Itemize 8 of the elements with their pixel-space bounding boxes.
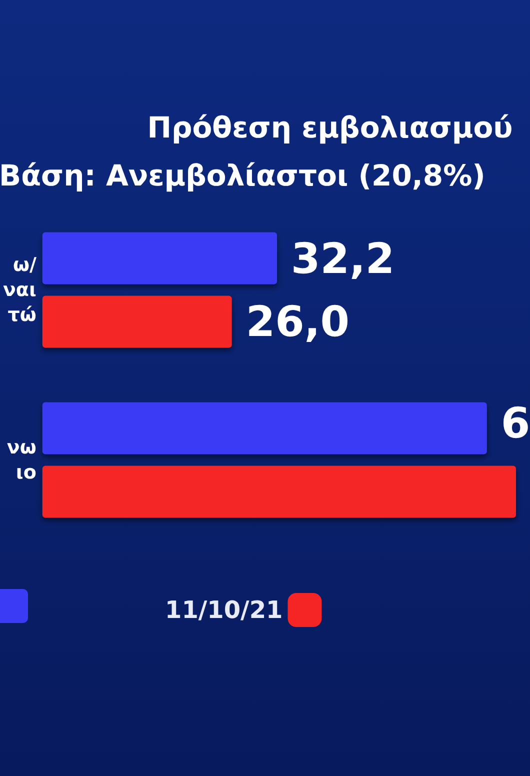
legend-label: 11/10/21 — [164, 596, 283, 624]
annotation: 6 — [500, 398, 530, 448]
y-tick-label: ω/ ναι τώ — [2, 254, 36, 326]
data-label: 32,2 — [291, 234, 395, 283]
y-tick-label: νω ιο — [6, 436, 36, 484]
chart-subtitle: Βάση: Ανεμβολίαστοι (20,8%) — [0, 158, 486, 192]
data-label: 26,0 — [246, 297, 350, 346]
chart-title: Πρόθεση εμβολιασμού — [147, 110, 513, 144]
